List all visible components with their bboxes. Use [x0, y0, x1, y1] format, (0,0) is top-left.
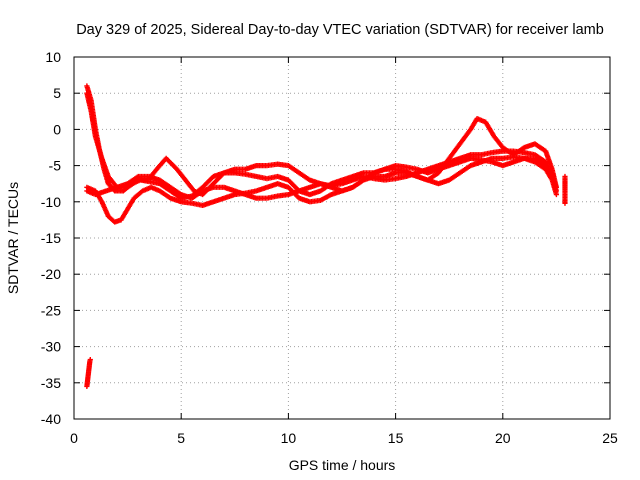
- y-tick-label: -15: [41, 230, 61, 246]
- x-tick-label: 10: [281, 430, 297, 446]
- x-tick-label: 5: [177, 430, 185, 446]
- data-point: [553, 191, 559, 198]
- y-tick-label: -10: [41, 194, 61, 210]
- grid-lines: [74, 57, 610, 419]
- y-tick-label: -40: [41, 411, 61, 427]
- y-axis-ticks: -40 -35 -30 -25 -20 -15 -10 -5 0 5 10: [41, 49, 610, 427]
- y-axis-label: SDTVAR / TECUs: [5, 182, 21, 294]
- chart-title: Day 329 of 2025, Sidereal Day-to-day VTE…: [76, 22, 604, 38]
- data-point: [553, 184, 559, 190]
- x-tick-label: 25: [602, 430, 618, 446]
- y-tick-label: -35: [41, 375, 61, 391]
- y-tick-label: 0: [53, 121, 61, 137]
- x-axis-ticks: 0 5 10 15 20 25: [70, 57, 618, 446]
- series-track-d: [84, 155, 559, 201]
- y-tick-label: -25: [41, 302, 61, 318]
- series-isolated-low: [84, 357, 93, 390]
- data-point: [562, 200, 568, 206]
- x-tick-label: 20: [495, 430, 511, 446]
- y-tick-label: -20: [41, 266, 61, 282]
- data-point: [87, 357, 93, 363]
- x-axis-label: GPS time / hours: [289, 457, 396, 473]
- x-tick-label: 15: [388, 430, 404, 446]
- x-tick-label: 0: [70, 430, 78, 446]
- series-isolated-end: [562, 173, 568, 206]
- y-tick-label: -5: [49, 158, 62, 174]
- y-tick-label: 10: [45, 49, 61, 65]
- y-tick-label: 5: [53, 85, 61, 101]
- data-points: [84, 83, 568, 390]
- y-tick-label: -30: [41, 339, 61, 355]
